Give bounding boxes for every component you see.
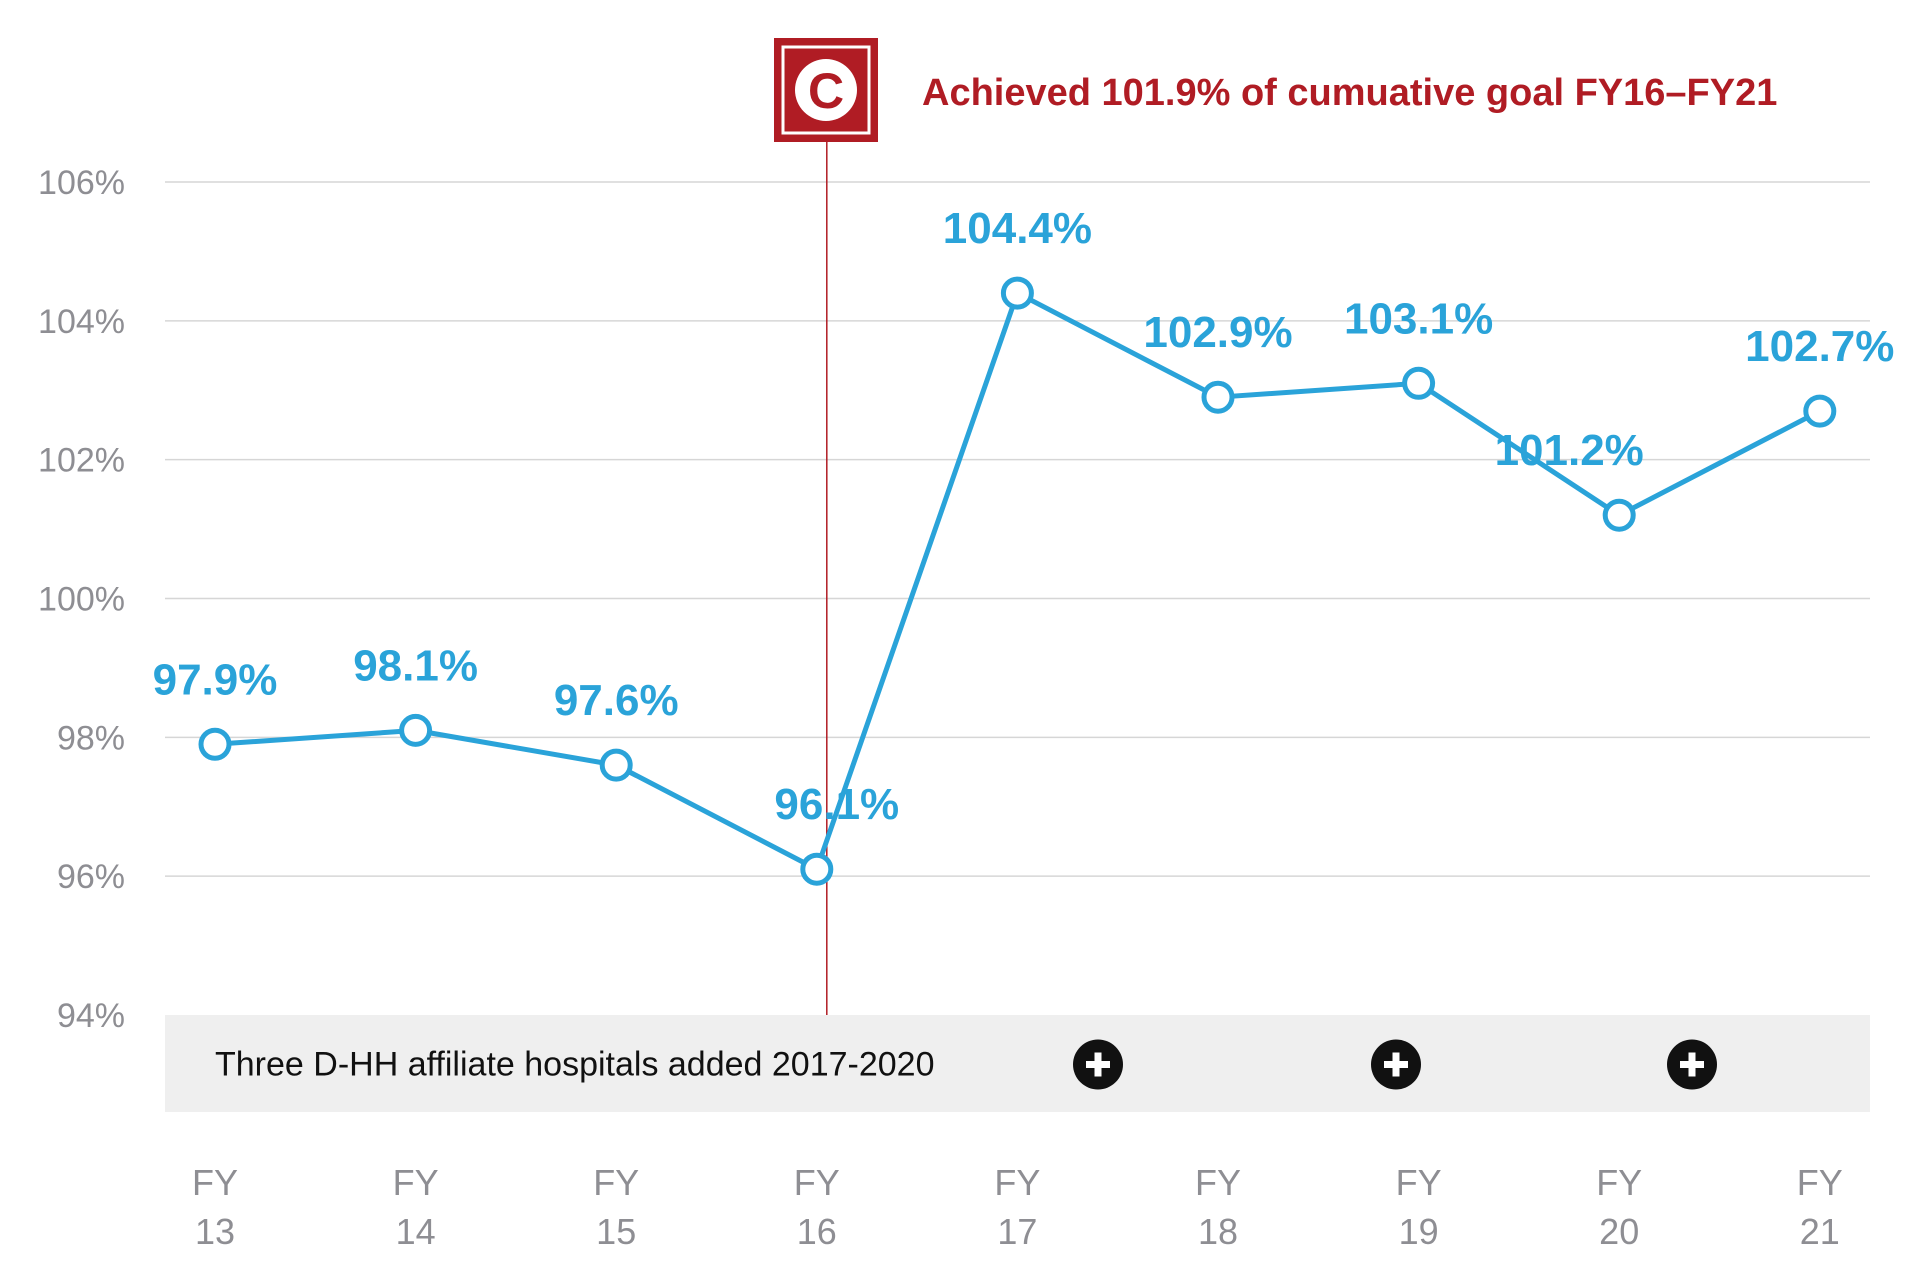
plus-circle-icon xyxy=(1371,1039,1421,1090)
data-point xyxy=(1602,498,1636,532)
x-tick-label: 13 xyxy=(195,1211,235,1252)
hospitals-band-label: Three D-HH affiliate hospitals added 201… xyxy=(215,1046,934,1084)
plus-circle-icon xyxy=(1667,1039,1717,1090)
plus-circle-icon xyxy=(1073,1039,1123,1090)
data-labels: 97.9% 98.1% 97.6% 96.1% 104.4% 102.9% 103.1% 10… xyxy=(153,204,1895,829)
data-point xyxy=(599,748,633,782)
data-label: 102.7% xyxy=(1745,322,1894,371)
data-label: 103.1% xyxy=(1344,294,1493,343)
plus-bar-v xyxy=(1094,1052,1102,1077)
x-tick-label: FY xyxy=(1596,1162,1642,1203)
c-logo-icon: C xyxy=(774,38,878,142)
data-label: 102.9% xyxy=(1143,308,1292,357)
x-tick-label: 15 xyxy=(596,1211,636,1252)
data-point xyxy=(399,713,433,747)
x-axis-ticks: FY 13 FY 14 FY 15 FY 16 FY 17 FY 18 FY 19 FY 20 FY 21 xyxy=(192,1162,1843,1252)
c-logo-letter: C xyxy=(808,63,844,119)
hospitals-band xyxy=(165,1015,1870,1112)
x-tick-label: FY xyxy=(1797,1162,1843,1203)
annotation-text: Achieved 101.9% of cumuative goal FY16–F… xyxy=(922,72,1777,114)
plus-icons xyxy=(1073,1039,1717,1090)
data-points xyxy=(198,276,1837,886)
y-axis-ticks: 94% 96% 98% 100% 102% 104% 106% xyxy=(38,164,125,1035)
x-tick-label: 17 xyxy=(997,1211,1037,1252)
data-point xyxy=(1000,276,1034,310)
data-label: 98.1% xyxy=(353,641,478,690)
data-point xyxy=(800,852,834,886)
data-label: 96.1% xyxy=(774,780,899,829)
x-tick-label: 16 xyxy=(797,1211,837,1252)
data-point xyxy=(1201,380,1235,414)
y-tick-label: 102% xyxy=(38,442,125,480)
x-tick-label: FY xyxy=(393,1162,439,1203)
x-tick-label: 14 xyxy=(396,1211,436,1252)
x-tick-label: 19 xyxy=(1399,1211,1439,1252)
x-tick-label: 21 xyxy=(1800,1211,1840,1252)
x-tick-label: 18 xyxy=(1198,1211,1238,1252)
x-tick-label: FY xyxy=(593,1162,639,1203)
x-tick-label: FY xyxy=(192,1162,238,1203)
data-point xyxy=(1803,394,1837,428)
y-tick-label: 94% xyxy=(57,997,125,1035)
y-tick-label: 104% xyxy=(38,303,125,341)
x-tick-label: FY xyxy=(1396,1162,1442,1203)
x-tick-label: 20 xyxy=(1599,1211,1639,1252)
y-tick-label: 106% xyxy=(38,164,125,202)
data-label: 104.4% xyxy=(943,204,1092,253)
y-tick-label: 96% xyxy=(57,858,125,896)
plus-bar-v xyxy=(1392,1052,1400,1077)
x-tick-label: FY xyxy=(1195,1162,1241,1203)
data-label: 97.6% xyxy=(554,676,679,725)
data-label: 97.9% xyxy=(153,655,278,704)
y-tick-label: 100% xyxy=(38,581,125,619)
data-point xyxy=(198,727,232,761)
data-label: 101.2% xyxy=(1495,426,1644,475)
y-tick-label: 98% xyxy=(57,719,125,757)
data-point xyxy=(1402,366,1436,400)
x-tick-label: FY xyxy=(794,1162,840,1203)
plus-bar-v xyxy=(1688,1052,1696,1077)
series-line xyxy=(214,290,1821,872)
x-tick-label: FY xyxy=(994,1162,1040,1203)
